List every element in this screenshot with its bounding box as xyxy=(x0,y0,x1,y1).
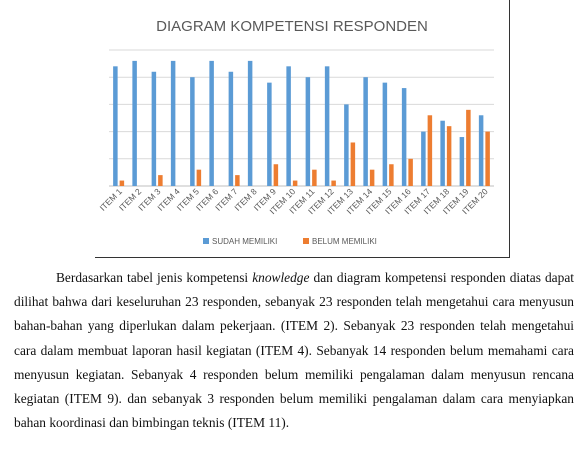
bar-sudah-5 xyxy=(190,77,195,186)
paragraph-intro: Berdasarkan tabel jenis kompetensi xyxy=(56,270,253,285)
bar-sudah-15 xyxy=(382,82,388,186)
bar-belum-20 xyxy=(485,131,490,186)
bar-sudah-2 xyxy=(132,60,137,186)
body-paragraph: Berdasarkan tabel jenis kompetensi knowl… xyxy=(14,266,574,435)
bar-sudah-11 xyxy=(305,77,311,186)
bar-belum-14 xyxy=(369,169,375,186)
bar-sudah-20 xyxy=(478,115,484,186)
chart-title: DIAGRAM KOMPETENSI RESPONDEN xyxy=(156,18,428,35)
bar-sudah-6 xyxy=(209,60,214,186)
paragraph-keyword: knowledge xyxy=(252,270,310,285)
bar-belum-11 xyxy=(312,169,317,186)
bar-belum-19 xyxy=(466,109,471,186)
bar-belum-3 xyxy=(158,175,163,186)
bar-belum-12 xyxy=(331,180,336,186)
paragraph-rest: dan diagram kompetensi responden diatas … xyxy=(14,270,574,431)
bar-sudah-12 xyxy=(324,66,330,186)
legend-label-belum: BELUM MEMILIKI xyxy=(312,237,377,246)
bars xyxy=(113,60,490,186)
legend-label-sudah: SUDAH MEMILIKI xyxy=(212,237,277,246)
bar-sudah-3 xyxy=(151,71,157,186)
bar-belum-1 xyxy=(119,180,125,186)
bar-belum-10 xyxy=(292,180,298,186)
gridlines xyxy=(109,49,494,187)
bar-sudah-14 xyxy=(363,77,368,186)
legend-swatch-sudah xyxy=(203,238,209,244)
bar-belum-16 xyxy=(408,158,413,186)
legend-swatch-belum xyxy=(303,238,309,244)
bar-sudah-7 xyxy=(228,71,234,186)
bar-belum-13 xyxy=(350,142,356,186)
competency-bar-chart: DIAGRAM KOMPETENSI RESPONDEN 0510152025 … xyxy=(95,18,494,246)
bar-sudah-9 xyxy=(267,82,272,186)
chart-container: DIAGRAM KOMPETENSI RESPONDEN 0510152025 … xyxy=(95,0,510,258)
bar-sudah-4 xyxy=(170,60,176,186)
bar-sudah-13 xyxy=(344,104,349,186)
bar-sudah-1 xyxy=(113,66,118,186)
bar-belum-17 xyxy=(427,115,433,186)
bar-sudah-8 xyxy=(247,60,253,186)
legend: SUDAH MEMILIKI BELUM MEMILIKI xyxy=(203,237,377,246)
bar-belum-15 xyxy=(389,164,394,186)
bar-sudah-17 xyxy=(421,131,426,186)
bar-sudah-18 xyxy=(440,120,445,186)
bar-sudah-16 xyxy=(401,88,407,186)
bar-belum-7 xyxy=(235,175,240,186)
bar-sudah-10 xyxy=(286,66,291,186)
bar-belum-18 xyxy=(446,126,452,186)
bar-belum-9 xyxy=(273,164,279,186)
bar-sudah-19 xyxy=(459,137,465,186)
bar-belum-5 xyxy=(196,169,202,186)
